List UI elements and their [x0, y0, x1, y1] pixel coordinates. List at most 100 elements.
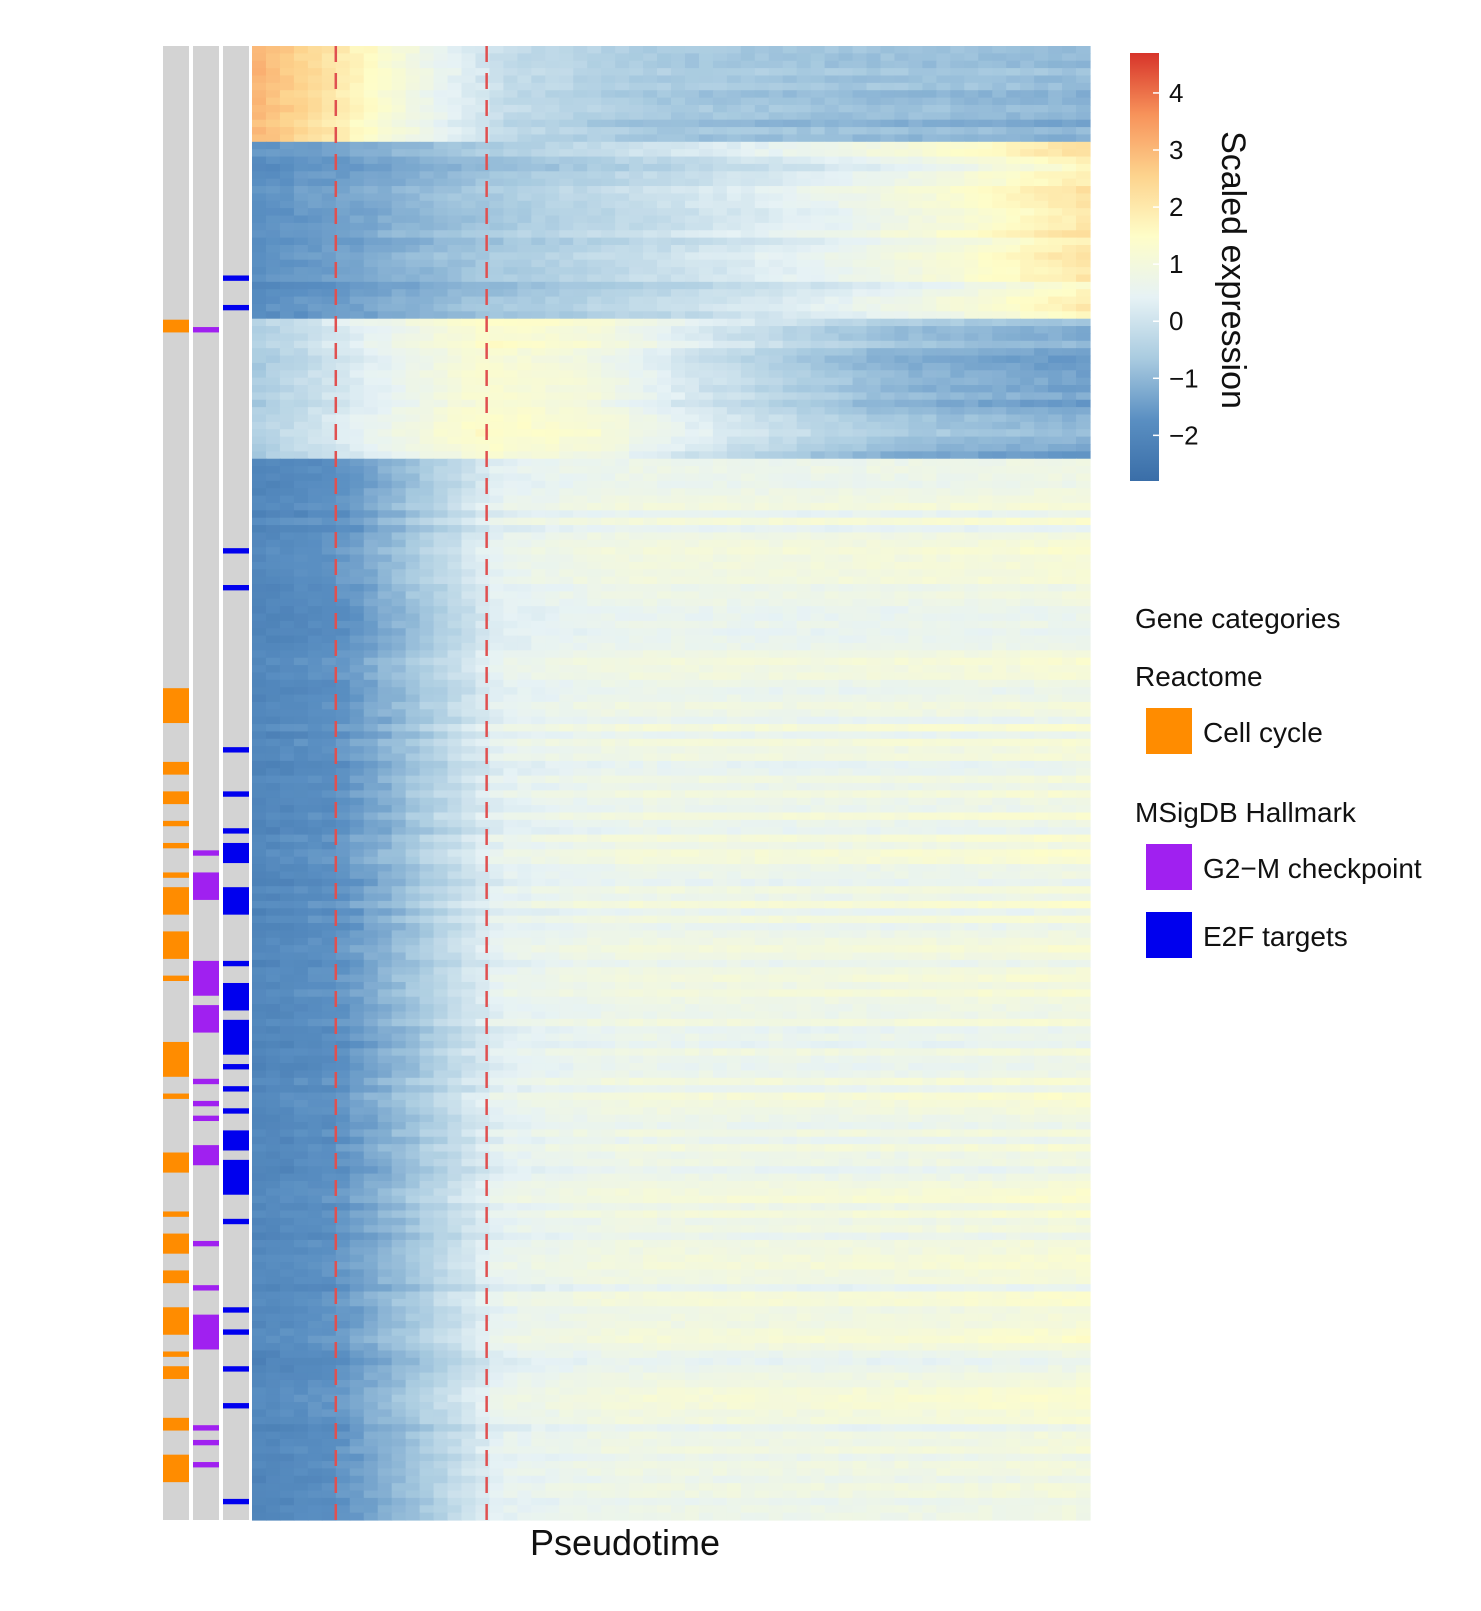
heatmap-cell [936, 547, 951, 556]
heatmap-cell [475, 532, 491, 541]
heatmap-cell [671, 569, 686, 578]
heatmap-cell [936, 561, 951, 570]
heatmap-cell [391, 554, 407, 563]
heatmap-cell [643, 414, 658, 423]
heatmap-cell [740, 97, 756, 106]
heatmap-cell [824, 340, 840, 349]
heatmap-cell [405, 370, 421, 379]
heatmap-cell [726, 539, 742, 548]
heatmap-cell [405, 333, 421, 342]
heatmap-cell [475, 259, 491, 268]
heatmap-cell [1034, 399, 1049, 408]
heatmap-cell [754, 362, 770, 371]
heatmap-cell [796, 149, 812, 158]
heatmap-cell [475, 215, 491, 224]
heatmap-cell [964, 259, 979, 268]
heatmap-cell [461, 215, 477, 224]
heatmap-cell [1006, 244, 1021, 253]
heatmap-cell [922, 370, 937, 379]
heatmap-cell [852, 215, 868, 224]
heatmap-cell [754, 620, 770, 629]
heatmap-cell [880, 407, 896, 416]
heatmap-cell [810, 200, 826, 209]
heatmap-cell [279, 635, 295, 644]
heatmap-cell [643, 488, 658, 497]
heatmap-cell [517, 598, 532, 607]
heatmap-cell [782, 156, 798, 165]
heatmap-cell [405, 230, 421, 239]
heatmap-cell [573, 576, 588, 585]
heatmap-cell [838, 517, 854, 526]
heatmap-cell [936, 281, 951, 290]
heatmap-cell [894, 429, 910, 438]
heatmap-cell [768, 200, 784, 209]
heatmap-cell [992, 259, 1007, 268]
heatmap-cell [293, 178, 309, 187]
heatmap-cell [433, 97, 449, 106]
heatmap-cell [796, 436, 812, 445]
heatmap-cell [671, 576, 686, 585]
heatmap-cell [1006, 502, 1021, 511]
heatmap-cell [433, 642, 449, 651]
heatmap-cell [1034, 252, 1049, 261]
heatmap-cell [643, 53, 658, 62]
heatmap-cell [573, 281, 588, 290]
heatmap-cell [335, 112, 351, 121]
heatmap-cell [531, 289, 546, 298]
heatmap-cell [391, 222, 407, 231]
heatmap-cell [838, 156, 854, 165]
heatmap-cell [489, 200, 504, 209]
heatmap-cell [768, 193, 784, 202]
heatmap-cell [866, 127, 882, 136]
heatmap-cell [293, 510, 309, 519]
heatmap-cell [1020, 377, 1035, 386]
heatmap-cell [922, 156, 937, 165]
heatmap-cell [559, 488, 574, 497]
heatmap-cell [852, 60, 868, 69]
heatmap-cell [559, 274, 574, 283]
heatmap-cell [1020, 598, 1035, 607]
heatmap-cell [810, 429, 826, 438]
heatmap-cell [964, 407, 979, 416]
heatmap-cell [1034, 208, 1049, 217]
heatmap-cell [712, 252, 728, 261]
heatmap-cell [475, 385, 491, 393]
heatmap-cell [433, 281, 449, 290]
heatmap-cell [880, 414, 896, 423]
heatmap-cell [643, 561, 658, 570]
heatmap-cell [992, 237, 1007, 246]
heatmap-cell [293, 458, 309, 467]
heatmap-cell [894, 274, 910, 283]
heatmap-cell [796, 584, 812, 592]
heatmap-cell [363, 296, 379, 305]
heatmap-cell [754, 443, 770, 452]
heatmap-cell [908, 510, 923, 519]
track-mark-cell-cycle [163, 761, 189, 775]
heatmap-cell [475, 362, 491, 371]
heatmap-cell [531, 119, 546, 128]
heatmap-cell [447, 436, 463, 445]
heatmap-cell [964, 355, 979, 364]
heatmap-cell [252, 75, 267, 84]
heatmap-cell [1048, 303, 1063, 312]
heatmap-cell [768, 502, 784, 511]
heatmap-cell [671, 112, 686, 121]
heatmap-cell [643, 466, 658, 475]
heatmap-cell [712, 68, 728, 77]
heatmap-cell [307, 141, 323, 150]
heatmap-cell [252, 466, 267, 475]
heatmap-cell [279, 385, 295, 393]
heatmap-cell [740, 68, 756, 77]
heatmap-cell [419, 510, 435, 519]
heatmap-cell [601, 230, 616, 239]
heatmap-cell [992, 414, 1007, 423]
heatmap-cell [964, 576, 979, 585]
heatmap-cell [838, 421, 854, 430]
heatmap-cell [936, 421, 951, 430]
heatmap-cell [475, 620, 491, 629]
heatmap-cell [335, 429, 351, 438]
heatmap-cell [810, 598, 826, 607]
heatmap-cell [559, 333, 574, 342]
heatmap-cell [545, 326, 560, 335]
heatmap-cell [908, 326, 923, 335]
